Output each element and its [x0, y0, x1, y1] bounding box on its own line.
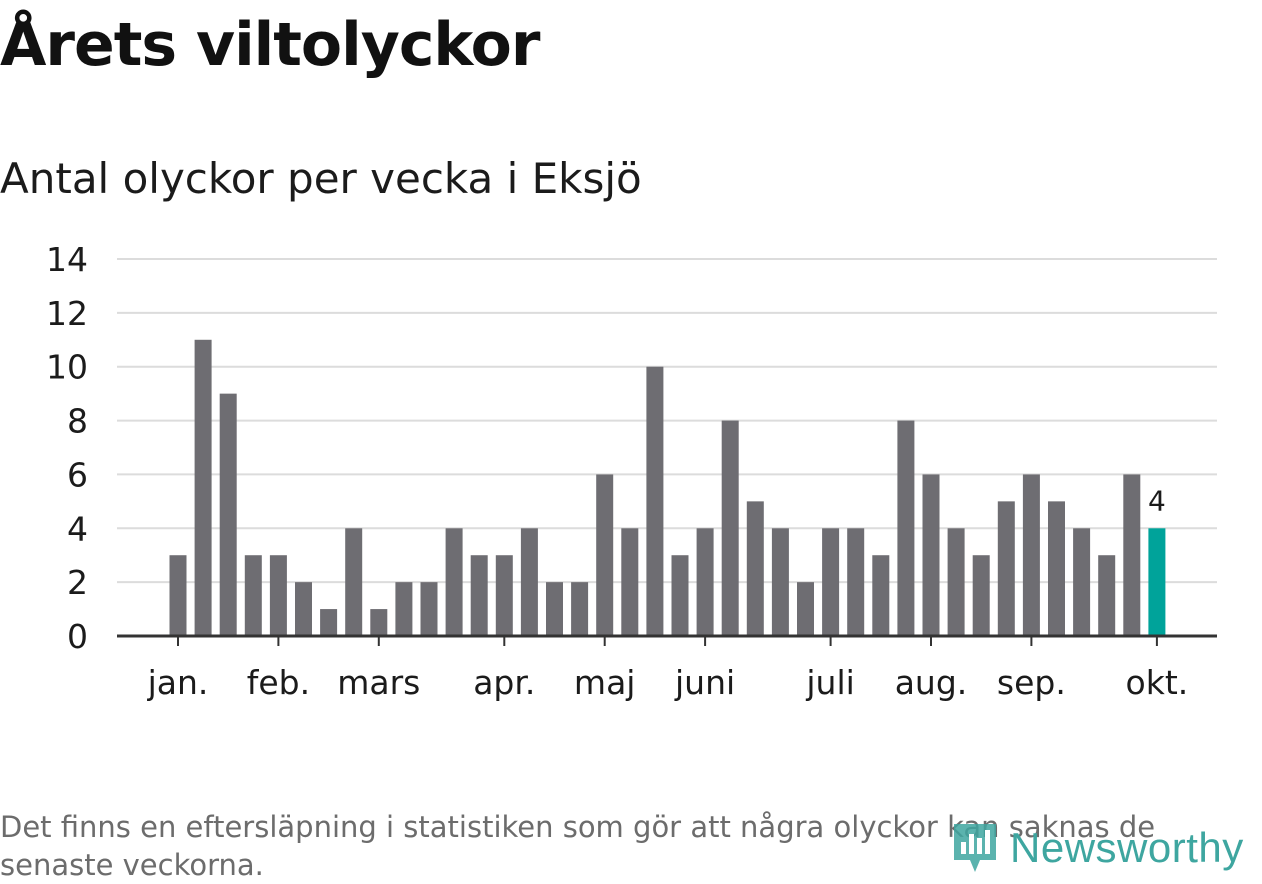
bar [1073, 528, 1091, 636]
brand-logo[interactable]: Newsworthy [950, 818, 1244, 878]
y-tick-label: 10 [46, 348, 88, 387]
bar [696, 528, 714, 636]
bar [495, 555, 513, 636]
x-tick-label: mars [337, 663, 420, 702]
bar [320, 609, 338, 636]
bar [445, 528, 463, 636]
bar [646, 366, 664, 636]
x-tick-label: feb. [247, 663, 310, 702]
x-tick-label: jan. [147, 663, 209, 702]
bar [872, 555, 890, 636]
data-label-last: 4 [1148, 484, 1166, 517]
bar [897, 420, 915, 636]
bar [1098, 555, 1116, 636]
brand-name: Newsworthy [1010, 824, 1244, 871]
x-tick-label: aug. [895, 663, 968, 702]
chart-title: Årets viltolyckor [0, 10, 540, 80]
bar [797, 582, 814, 636]
bar [345, 528, 363, 636]
x-tick-label: sep. [997, 663, 1066, 702]
bar [244, 555, 262, 636]
y-tick-label: 2 [67, 563, 88, 602]
bar [194, 339, 212, 636]
bar [822, 528, 840, 636]
x-tick-label: juni [674, 663, 735, 702]
bar [470, 555, 488, 636]
bar [771, 528, 789, 636]
x-tick-label: juli [805, 663, 854, 702]
bar [922, 474, 940, 636]
y-tick-label: 6 [67, 455, 88, 494]
bar [746, 501, 764, 636]
chart-subtitle: Antal olyckor per vecka i Eksjö [0, 154, 642, 203]
bar [721, 420, 739, 636]
bar [1022, 474, 1040, 636]
bar [520, 528, 538, 636]
bars [169, 339, 1166, 636]
x-tick-label: maj [574, 663, 636, 702]
y-tick-label: 0 [67, 617, 88, 656]
data-labels: 4 [1148, 484, 1166, 517]
bar-highlight [1148, 528, 1166, 636]
x-tick-label: okt. [1126, 663, 1189, 702]
y-tick-label: 12 [46, 294, 88, 333]
bar [370, 609, 388, 636]
y-tick-label: 4 [67, 509, 88, 548]
bar [671, 555, 689, 636]
bar [947, 528, 965, 636]
bar [1048, 501, 1065, 636]
y-axis-ticks: 0 2 4 6 8 10 12 14 [46, 240, 88, 656]
bar [420, 582, 438, 636]
x-axis-ticks: jan. feb. mars apr. maj juni juli aug. sep. okt. [147, 636, 1189, 702]
bar [997, 501, 1015, 636]
newsworthy-logo-icon [954, 824, 996, 872]
bar [395, 582, 413, 636]
bar [596, 474, 614, 636]
bar [169, 555, 187, 636]
bar [295, 582, 312, 636]
bar [219, 393, 237, 636]
bar [571, 582, 589, 636]
y-tick-label: 8 [67, 402, 88, 441]
bar [269, 555, 287, 636]
x-tick-label: apr. [473, 663, 535, 702]
bar [972, 555, 990, 636]
bar [546, 582, 563, 636]
bar [1123, 474, 1141, 636]
bar [621, 528, 639, 636]
bar [847, 528, 865, 636]
y-tick-label: 14 [46, 240, 88, 279]
